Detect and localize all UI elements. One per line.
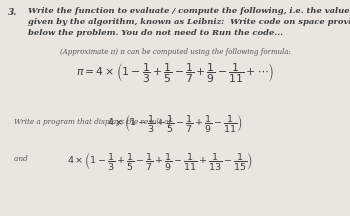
Text: (Approximate π) π can be computed using the following formula:: (Approximate π) π can be computed using … — [60, 48, 290, 56]
Text: below the problem. You do not need to Run the code...: below the problem. You do not need to Ru… — [28, 29, 283, 37]
Text: $\pi = 4 \times \left(1 - \dfrac{1}{3} + \dfrac{1}{5} - \dfrac{1}{7} + \dfrac{1}: $\pi = 4 \times \left(1 - \dfrac{1}{3} +… — [76, 62, 274, 85]
Text: Write the function to evaluate / compute the following, i.e. the value of PI: Write the function to evaluate / compute… — [28, 7, 350, 15]
Text: given by the algorithm, known as Leibniz:  Write code on space provide: given by the algorithm, known as Leibniz… — [28, 18, 350, 26]
Text: $4 \times \left(1 - \dfrac{1}{3} + \dfrac{1}{5} - \dfrac{1}{7} + \dfrac{1}{9} - : $4 \times \left(1 - \dfrac{1}{3} + \dfra… — [67, 150, 253, 172]
Text: Write a program that displays the result of: Write a program that displays the result… — [14, 118, 173, 126]
Text: and: and — [14, 155, 30, 163]
Text: $4 \times \left(1 - \dfrac{1}{3} + \dfrac{1}{5} - \dfrac{1}{7} + \dfrac{1}{9} - : $4 \times \left(1 - \dfrac{1}{3} + \dfra… — [107, 112, 243, 134]
Text: 3.: 3. — [8, 8, 18, 17]
